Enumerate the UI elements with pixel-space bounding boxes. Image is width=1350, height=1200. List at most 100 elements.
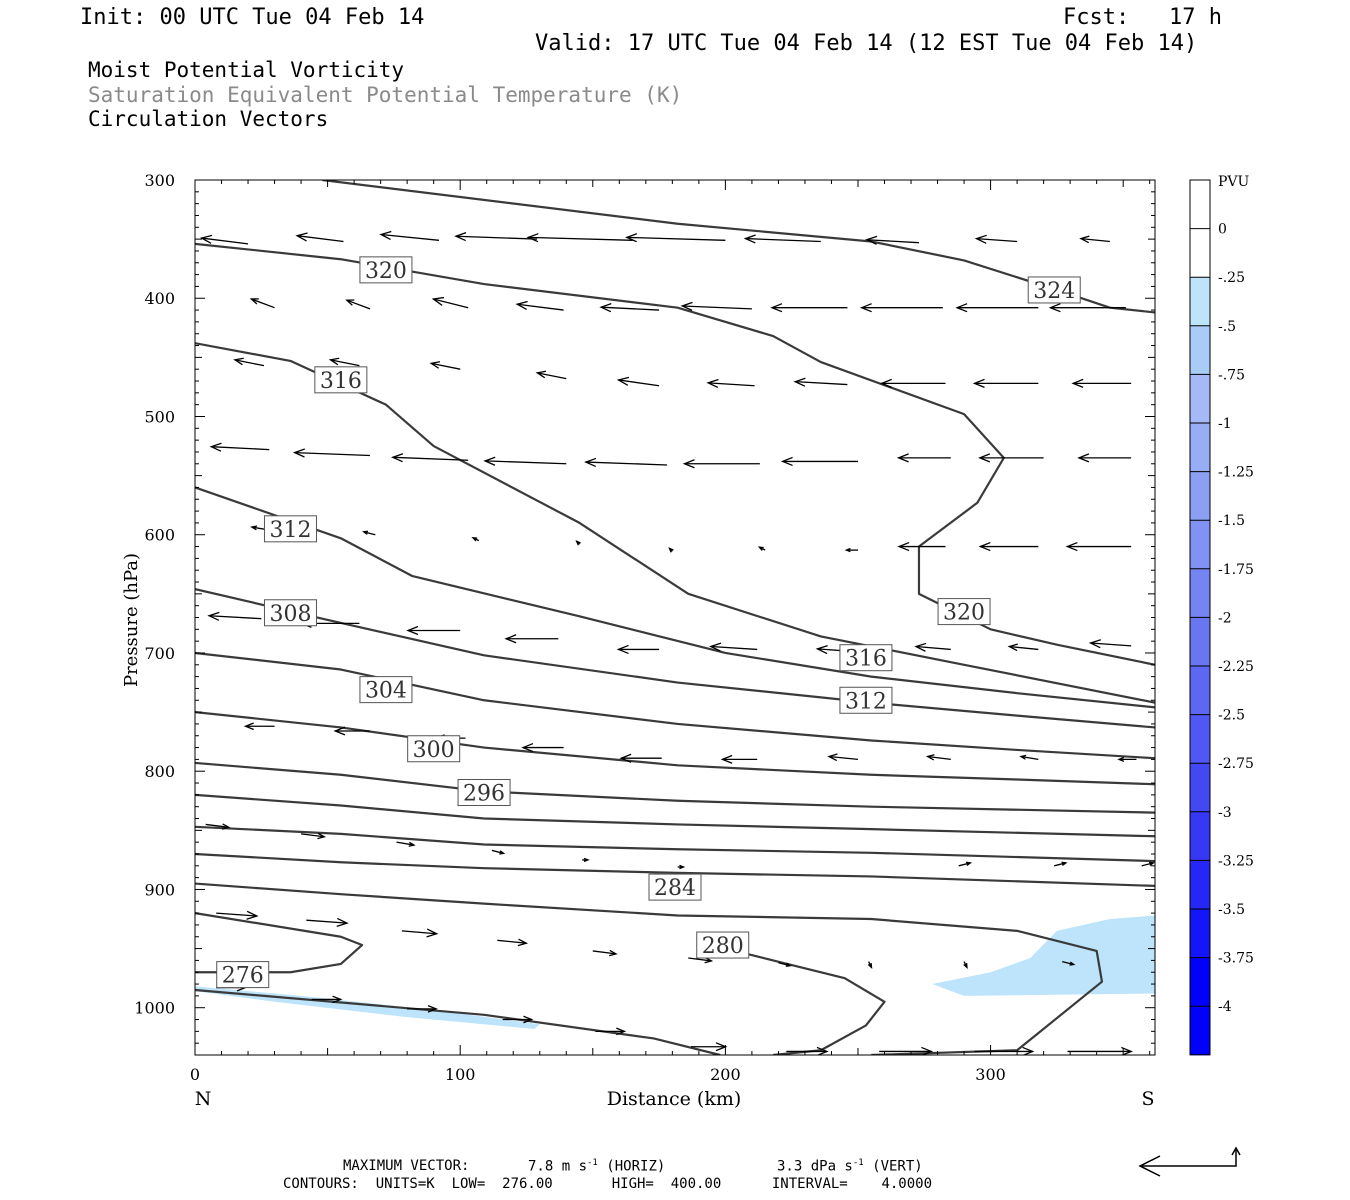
vector-arrow (914, 642, 951, 652)
colorbar-swatch (1190, 423, 1210, 473)
colorbar-swatch (1190, 666, 1210, 716)
y-tick-label: 400 (144, 289, 175, 308)
max-vector-label: MAXIMUM VECTOR: (343, 1158, 470, 1174)
vector-arrow (1048, 303, 1126, 313)
colorbar-tick-label: -2.25 (1218, 659, 1254, 675)
x-tick-label: 0 (190, 1065, 200, 1084)
vector-arrow (575, 540, 581, 546)
max-vector-vert: 3.3 dPa s-1 (VERT) (777, 1158, 923, 1175)
vector-arrow (362, 530, 376, 536)
colorbar-swatch (1190, 471, 1210, 521)
vector-arrow (720, 754, 758, 764)
colorbar-swatch (1190, 957, 1210, 1007)
y-tick-label: 600 (144, 526, 175, 545)
vector-arrow (243, 722, 275, 731)
colorbar-swatch (1190, 811, 1210, 861)
contour-288 (195, 825, 1155, 863)
plot-frame (194, 179, 1156, 1056)
colorbar-tick-label: -.75 (1218, 367, 1245, 383)
max-vector-horiz: 7.8 m s-1 (HORIZ) (528, 1158, 666, 1175)
colorbar-tick-label: -3.75 (1218, 951, 1254, 967)
vector-arrow (406, 625, 461, 636)
svg-text:312: 312 (269, 518, 311, 543)
vector-arrow (199, 234, 249, 245)
vector-arrow (1019, 754, 1039, 761)
contour-labels: 324 320 320 316 316 312 312 308 304 300 296 284 280 2… (216, 256, 1081, 989)
y-tick-label: 300 (144, 171, 175, 190)
vector-arrow (483, 456, 567, 466)
contour-label: 296 (457, 779, 511, 807)
vector-arrow (680, 301, 752, 311)
axis-labels: 0 100 200 300 300 400 500 600 700 800 900 1000 (134, 171, 1006, 1084)
vector-arrow (311, 995, 343, 1004)
colorbar-swatch (1190, 374, 1210, 424)
pv-colorbar: 0 -.25 -.5 -.75 -1 -1.25 -1.5 -1.75 -2 -2.25 -2.5 -… (1189, 179, 1254, 1056)
vector-arrow (955, 303, 1039, 313)
contour-label: 308 (263, 599, 317, 627)
vector-arrow (515, 300, 564, 311)
vector-arrow (879, 378, 946, 388)
vector-arrow (688, 956, 714, 964)
colorbar-tick-label: -4 (1218, 999, 1232, 1015)
circulation-vectors (199, 230, 1155, 1055)
svg-text:304: 304 (365, 679, 407, 704)
contour-304 (195, 651, 1155, 760)
reference-vector-icon (1138, 1146, 1241, 1177)
colorbar-swatch (1190, 860, 1210, 910)
contour-label: 316 (839, 644, 893, 672)
x-tick-label: 200 (710, 1065, 741, 1084)
vector-arrow (584, 457, 668, 468)
vector-arrow (668, 547, 674, 553)
vector-arrow (216, 910, 259, 920)
vector-arrow (1077, 453, 1132, 463)
vector-arrow (743, 234, 821, 244)
colorbar-tick-label: -3.25 (1218, 853, 1254, 869)
svg-text:280: 280 (702, 934, 744, 959)
y-tick-label: 700 (144, 644, 175, 663)
vector-arrow (682, 459, 760, 469)
vector-arrow (207, 611, 262, 621)
contour-label: 304 (359, 676, 413, 704)
contour-label: 284 (648, 873, 702, 901)
vector-arrow (780, 456, 858, 467)
svg-text:316: 316 (320, 369, 362, 394)
theta-es-contours (195, 180, 1155, 1055)
pv-region (195, 986, 540, 1029)
contour-308 (195, 588, 1155, 729)
pv-region (932, 915, 1155, 996)
colorbar-title: PVU (1218, 174, 1250, 190)
vector-arrow (535, 370, 567, 380)
contour-label: 320 (359, 256, 413, 284)
colorbar-tick-label: -1.25 (1218, 465, 1254, 481)
vector-arrow (1065, 541, 1132, 552)
colorbar-tick-label: -3 (1218, 805, 1232, 821)
svg-text:320: 320 (365, 259, 407, 284)
svg-text:276: 276 (222, 964, 264, 989)
colorbar-tick-label: -1 (1218, 416, 1232, 432)
vector-arrow (844, 547, 858, 553)
init-time: Init: 00 UTC Tue 04 Feb 14 (80, 5, 425, 30)
vector-arrow (616, 644, 660, 655)
vector-arrow (793, 377, 848, 387)
axis-ticks (194, 179, 1155, 1056)
colorbar-tick-label: -3.5 (1218, 902, 1245, 918)
contour-276 (195, 988, 721, 1055)
vector-arrow (925, 754, 951, 761)
field-title-theta-es: Saturation Equivalent Potential Temperat… (88, 83, 683, 107)
vector-arrow (867, 961, 873, 969)
vector-arrow (205, 823, 231, 830)
field-title-vectors: Circulation Vectors (88, 107, 329, 131)
colorbar-swatch (1190, 617, 1210, 667)
vector-arrow (974, 234, 1018, 244)
vector-arrow (300, 832, 327, 840)
contour-label: 312 (839, 686, 893, 714)
contour-label: 276 (216, 961, 270, 989)
vector-arrow (491, 849, 506, 855)
vector-arrow (974, 1046, 1035, 1055)
colorbar-swatch (1190, 568, 1210, 618)
vector-arrow (233, 357, 265, 367)
vector-arrow (677, 864, 686, 870)
contour-label: 300 (407, 735, 461, 763)
contour-label: 312 (263, 515, 317, 543)
